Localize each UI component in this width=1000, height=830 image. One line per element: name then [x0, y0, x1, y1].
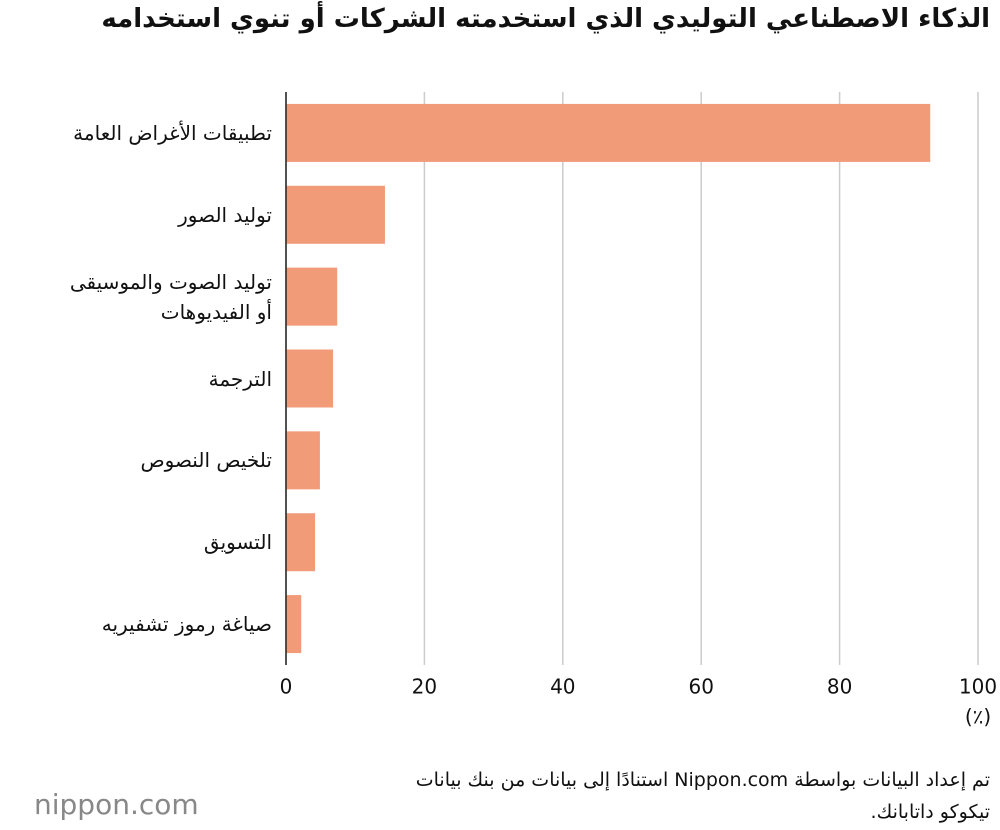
chart-title: الذكاء الاصطناعي التوليدي الذي استخدمته …: [101, 4, 990, 34]
y-tick-label: تلخيص النصوص: [140, 448, 272, 473]
bar: [286, 267, 338, 326]
x-tick-label: 100: [959, 675, 997, 699]
x-tick-label: 40: [550, 675, 575, 699]
bar: [286, 513, 316, 572]
y-tick-label: تطبيقات الأغراض العامة: [73, 120, 272, 145]
x-axis-label: (٪): [965, 705, 991, 729]
y-tick-label: التسويق: [203, 530, 272, 555]
y-tick-label: الترجمة: [208, 366, 272, 391]
bar: [286, 103, 931, 162]
y-tick-label: صياغة رموز تشفيريه: [101, 612, 272, 637]
bar: [286, 431, 320, 490]
source-note: تم إعداد البيانات بواسطة Nippon.com استن…: [415, 769, 990, 823]
x-tick-label: 20: [412, 675, 437, 699]
y-tick-label: توليد الصور: [178, 202, 272, 227]
bar: [286, 595, 302, 654]
x-tick-label: 0: [280, 675, 293, 699]
y-tick-label: توليد الصوت والموسيقى أو الفيديوهات: [69, 269, 272, 324]
x-tick-label: 80: [827, 675, 852, 699]
bar: [286, 349, 334, 408]
bar: [286, 185, 385, 244]
logo: nippon.com: [34, 788, 199, 821]
x-tick-label: 60: [688, 675, 713, 699]
